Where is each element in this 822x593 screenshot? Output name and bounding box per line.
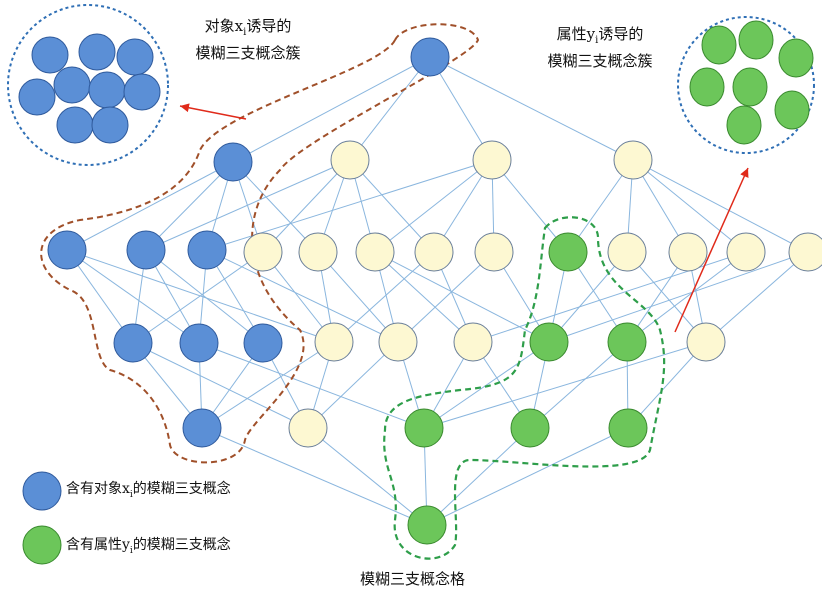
lattice-node <box>244 324 282 362</box>
legend-attribute-marker <box>23 526 61 564</box>
lattice-node <box>331 141 369 179</box>
lattice-edge <box>633 160 808 252</box>
lattice-node <box>454 323 492 361</box>
lattice-node <box>214 143 252 181</box>
object-cluster-member <box>92 107 128 143</box>
lattice-node <box>183 409 221 447</box>
attribute-cluster-member <box>727 106 761 144</box>
lattice-edge <box>308 428 427 525</box>
diagram-caption: 模糊三支概念格 <box>360 568 465 589</box>
lattice-node <box>127 231 165 269</box>
lattice-node <box>299 233 337 271</box>
object-cluster-label: 对象xi诱导的 模糊三支概念簇 <box>178 16 318 63</box>
lattice-node <box>356 233 394 271</box>
lattice-node <box>408 506 446 544</box>
object-cluster-member <box>19 79 55 115</box>
lattice-node <box>608 233 646 271</box>
lattice-edge <box>133 343 308 428</box>
lattice-node <box>609 409 647 447</box>
attribute-cluster-member <box>702 26 736 64</box>
legend-object-text: 含有对象xi的模糊三支概念 <box>66 479 231 505</box>
lattice-node <box>415 233 453 271</box>
lattice-node <box>48 231 86 269</box>
object-cluster-member <box>124 74 160 110</box>
object-cluster-arrow <box>180 106 246 119</box>
lattice-node <box>511 409 549 447</box>
lattice-node <box>473 141 511 179</box>
lattice-node <box>727 233 765 271</box>
lattice-node <box>188 231 226 269</box>
lattice-node <box>315 323 353 361</box>
lattice-node <box>475 233 513 271</box>
legend-object-marker <box>23 472 61 510</box>
lattice-node <box>608 323 646 361</box>
attribute-cluster-member <box>775 91 809 129</box>
lattice-edge <box>233 57 430 162</box>
lattice-node <box>789 233 822 271</box>
attribute-cluster-member <box>733 68 767 106</box>
lattice-node <box>180 324 218 362</box>
lattice-node <box>549 233 587 271</box>
object-cluster-member <box>32 37 68 73</box>
lattice-node <box>411 38 449 76</box>
object-cluster-member <box>57 107 93 143</box>
attribute-cluster-member <box>739 21 773 59</box>
attribute-cluster-label: 属性yi诱导的 模糊三支概念簇 <box>530 24 670 71</box>
lattice-node <box>669 233 707 271</box>
attribute-cluster-member <box>779 39 813 77</box>
lattice-node <box>289 409 327 447</box>
object-cluster-member <box>54 67 90 103</box>
lattice-node <box>614 141 652 179</box>
lattice-node <box>530 323 568 361</box>
lattice-node <box>379 323 417 361</box>
legend-attribute-text: 含有属性yi的模糊三支概念 <box>66 535 231 561</box>
object-cluster-member <box>89 72 125 108</box>
lattice-node <box>244 233 282 271</box>
lattice-edge <box>427 428 530 525</box>
lattice-edge <box>350 57 430 160</box>
attribute-cluster-member <box>690 68 724 106</box>
lattice-node <box>405 409 443 447</box>
object-cluster-member <box>79 34 115 70</box>
object-cluster-member <box>117 39 153 75</box>
lattice-node <box>114 324 152 362</box>
lattice-node <box>687 323 725 361</box>
